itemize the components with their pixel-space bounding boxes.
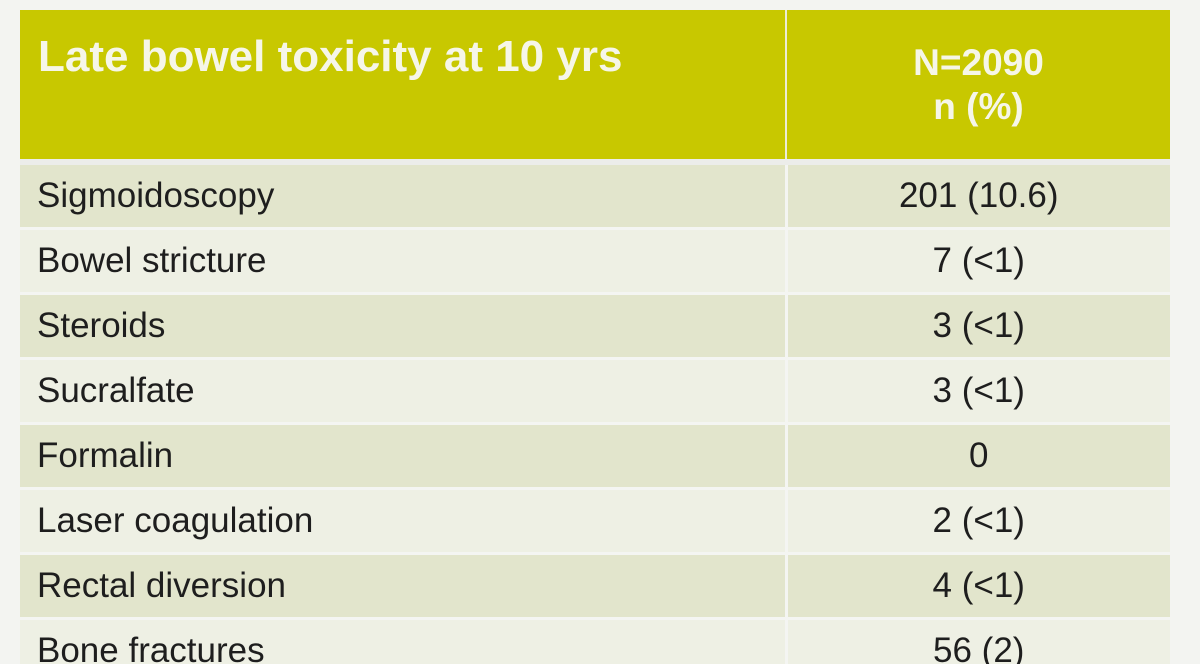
row-value: 0 <box>786 423 1170 490</box>
row-value: 2 (<1) <box>786 488 1170 555</box>
header-toxicity-label: Late bowel toxicity at 10 yrs <box>20 10 787 165</box>
table-row: Bowel stricture 7 (<1) <box>20 228 1170 295</box>
row-label: Sucralfate <box>20 358 788 425</box>
row-value: 4 (<1) <box>786 553 1170 620</box>
row-label: Sigmoidoscopy <box>20 162 788 230</box>
row-value: 3 (<1) <box>786 293 1170 360</box>
row-label: Bowel stricture <box>20 228 788 295</box>
table-row: Steroids 3 (<1) <box>20 293 1170 360</box>
header-count: N=2090 n (%) <box>786 10 1170 165</box>
table-row: Bone fractures 56 (2) <box>20 618 1170 664</box>
header-count-unit: n (%) <box>933 85 1024 127</box>
row-value: 3 (<1) <box>786 358 1170 425</box>
row-value: 56 (2) <box>786 618 1170 664</box>
table-row: Formalin 0 <box>20 423 1170 490</box>
table-row: Sucralfate 3 (<1) <box>20 358 1170 425</box>
table-row: Rectal diversion 4 (<1) <box>20 553 1170 620</box>
header-count-total: N=2090 <box>913 41 1044 83</box>
row-label: Bone fractures <box>20 618 788 664</box>
row-value: 7 (<1) <box>786 228 1170 295</box>
table-row: Sigmoidoscopy 201 (10.6) <box>20 162 1170 230</box>
table-header-row: Late bowel toxicity at 10 yrs N=2090 n (… <box>20 10 1170 165</box>
table-row: Laser coagulation 2 (<1) <box>20 488 1170 555</box>
row-label: Laser coagulation <box>20 488 788 555</box>
row-value: 201 (10.6) <box>786 162 1170 230</box>
row-label: Rectal diversion <box>20 553 788 620</box>
row-label: Steroids <box>20 293 788 360</box>
toxicity-table: Late bowel toxicity at 10 yrs N=2090 n (… <box>20 10 1170 664</box>
row-label: Formalin <box>20 423 788 490</box>
